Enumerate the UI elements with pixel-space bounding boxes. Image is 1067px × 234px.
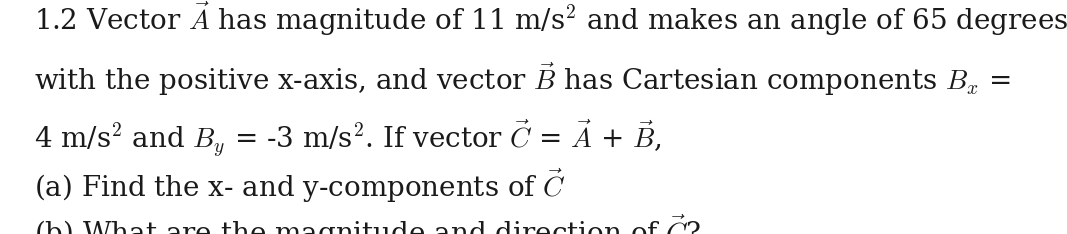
Text: 1.2 Vector $\vec{A}$ has magnitude of 11 m/s$^2$ and makes an angle of 65 degree: 1.2 Vector $\vec{A}$ has magnitude of 11… — [34, 0, 1067, 38]
Text: (b) What are the magnitude and direction of $\vec{C}$?: (b) What are the magnitude and direction… — [34, 213, 701, 234]
Text: 4 m/s$^2$ and $B_y$ = -3 m/s$^2$. If vector $\vec{C}$ = $\vec{A}$ + $\vec{B}$,: 4 m/s$^2$ and $B_y$ = -3 m/s$^2$. If vec… — [34, 118, 662, 159]
Text: with the positive x-axis, and vector $\vec{B}$ has Cartesian components $B_x$ =: with the positive x-axis, and vector $\v… — [34, 61, 1010, 98]
Text: (a) Find the x- and y-components of $\vec{C}$: (a) Find the x- and y-components of $\ve… — [34, 166, 567, 205]
